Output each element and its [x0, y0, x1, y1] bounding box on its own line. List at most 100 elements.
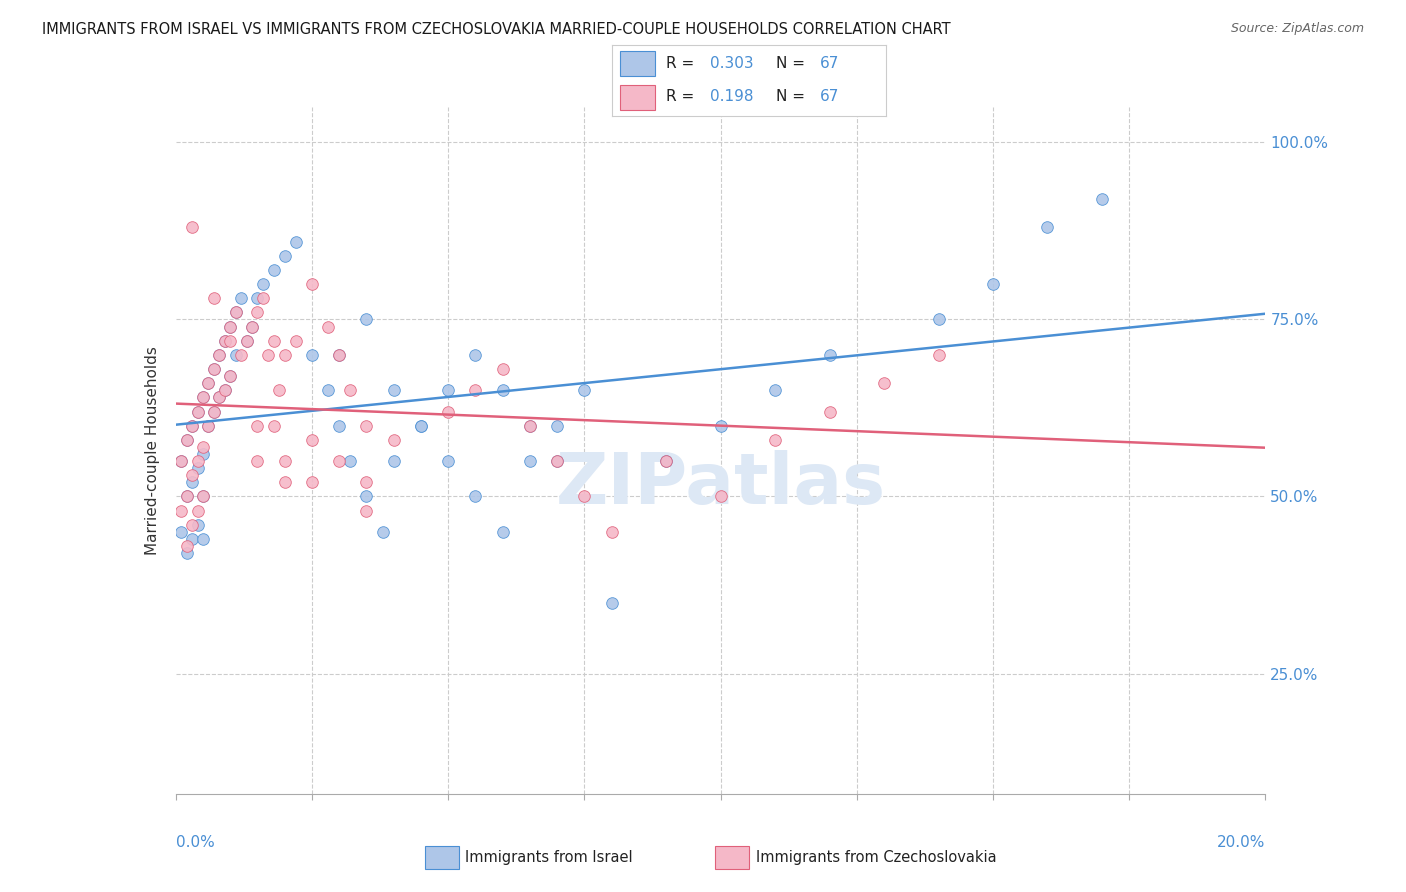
Point [519, 418, 541, 433]
Point [263, 334, 285, 348]
Point [519, 454, 541, 468]
Point [464, 348, 486, 362]
Point [246, 418, 269, 433]
Point [191, 447, 214, 461]
Point [235, 334, 257, 348]
Point [186, 454, 209, 468]
Point [600, 524, 623, 539]
Point [269, 384, 291, 398]
Point [170, 503, 193, 517]
Point [318, 319, 340, 334]
Text: 0.303: 0.303 [710, 56, 754, 71]
Point [170, 454, 193, 468]
Point [186, 503, 209, 517]
Text: Source: ZipAtlas.com: Source: ZipAtlas.com [1230, 22, 1364, 36]
Point [328, 454, 350, 468]
Text: 0.198: 0.198 [710, 89, 754, 104]
Point [181, 475, 204, 490]
Point [240, 319, 263, 334]
Point [274, 475, 297, 490]
Point [219, 334, 242, 348]
Text: ZIPatlas: ZIPatlas [555, 450, 886, 519]
Point [356, 475, 378, 490]
Point [263, 418, 285, 433]
Point [214, 334, 236, 348]
Point [208, 390, 231, 404]
Point [181, 517, 204, 532]
Point [356, 490, 378, 504]
Point [246, 305, 269, 319]
Point [176, 539, 198, 553]
Point [208, 390, 231, 404]
Point [170, 454, 193, 468]
Point [492, 362, 515, 376]
Point [546, 454, 568, 468]
Point [202, 404, 225, 418]
Point [437, 454, 460, 468]
FancyBboxPatch shape [620, 51, 655, 76]
Point [284, 334, 307, 348]
Point [763, 433, 786, 447]
Point [710, 418, 733, 433]
Point [818, 348, 841, 362]
Point [981, 277, 1004, 291]
Point [339, 384, 361, 398]
Point [197, 418, 219, 433]
Point [186, 461, 209, 475]
Point [191, 390, 214, 404]
Point [519, 418, 541, 433]
Point [492, 384, 515, 398]
Point [176, 433, 198, 447]
Point [181, 220, 204, 235]
Point [231, 348, 253, 362]
Point [301, 348, 323, 362]
Point [246, 291, 269, 305]
Text: N =: N = [776, 56, 810, 71]
Point [186, 404, 209, 418]
Point [181, 532, 204, 546]
Text: 20.0%: 20.0% [1218, 835, 1265, 850]
Point [284, 235, 307, 249]
Point [873, 376, 896, 391]
Point [219, 319, 242, 334]
Text: R =: R = [666, 56, 700, 71]
Point [328, 348, 350, 362]
Point [191, 532, 214, 546]
Point [191, 490, 214, 504]
Point [186, 517, 209, 532]
Point [1036, 220, 1059, 235]
Point [202, 404, 225, 418]
Point [191, 440, 214, 454]
Point [191, 390, 214, 404]
Point [191, 490, 214, 504]
Point [235, 334, 257, 348]
Point [257, 348, 280, 362]
Point [202, 362, 225, 376]
Text: Immigrants from Czechoslovakia: Immigrants from Czechoslovakia [755, 850, 997, 864]
Point [371, 524, 394, 539]
Point [409, 418, 432, 433]
Text: 0.0%: 0.0% [176, 835, 215, 850]
Point [252, 277, 274, 291]
Point [181, 418, 204, 433]
Point [356, 418, 378, 433]
Point [464, 384, 486, 398]
Y-axis label: Married-couple Households: Married-couple Households [145, 346, 160, 555]
Point [600, 596, 623, 610]
Point [928, 312, 950, 326]
Point [546, 454, 568, 468]
Point [219, 369, 242, 384]
Point [219, 319, 242, 334]
Point [202, 291, 225, 305]
Point [225, 305, 247, 319]
FancyBboxPatch shape [620, 85, 655, 110]
Point [655, 454, 678, 468]
Point [225, 305, 247, 319]
Point [208, 348, 231, 362]
Point [197, 418, 219, 433]
Point [763, 384, 786, 398]
Text: R =: R = [666, 89, 700, 104]
Point [464, 490, 486, 504]
Point [382, 454, 405, 468]
Point [382, 384, 405, 398]
